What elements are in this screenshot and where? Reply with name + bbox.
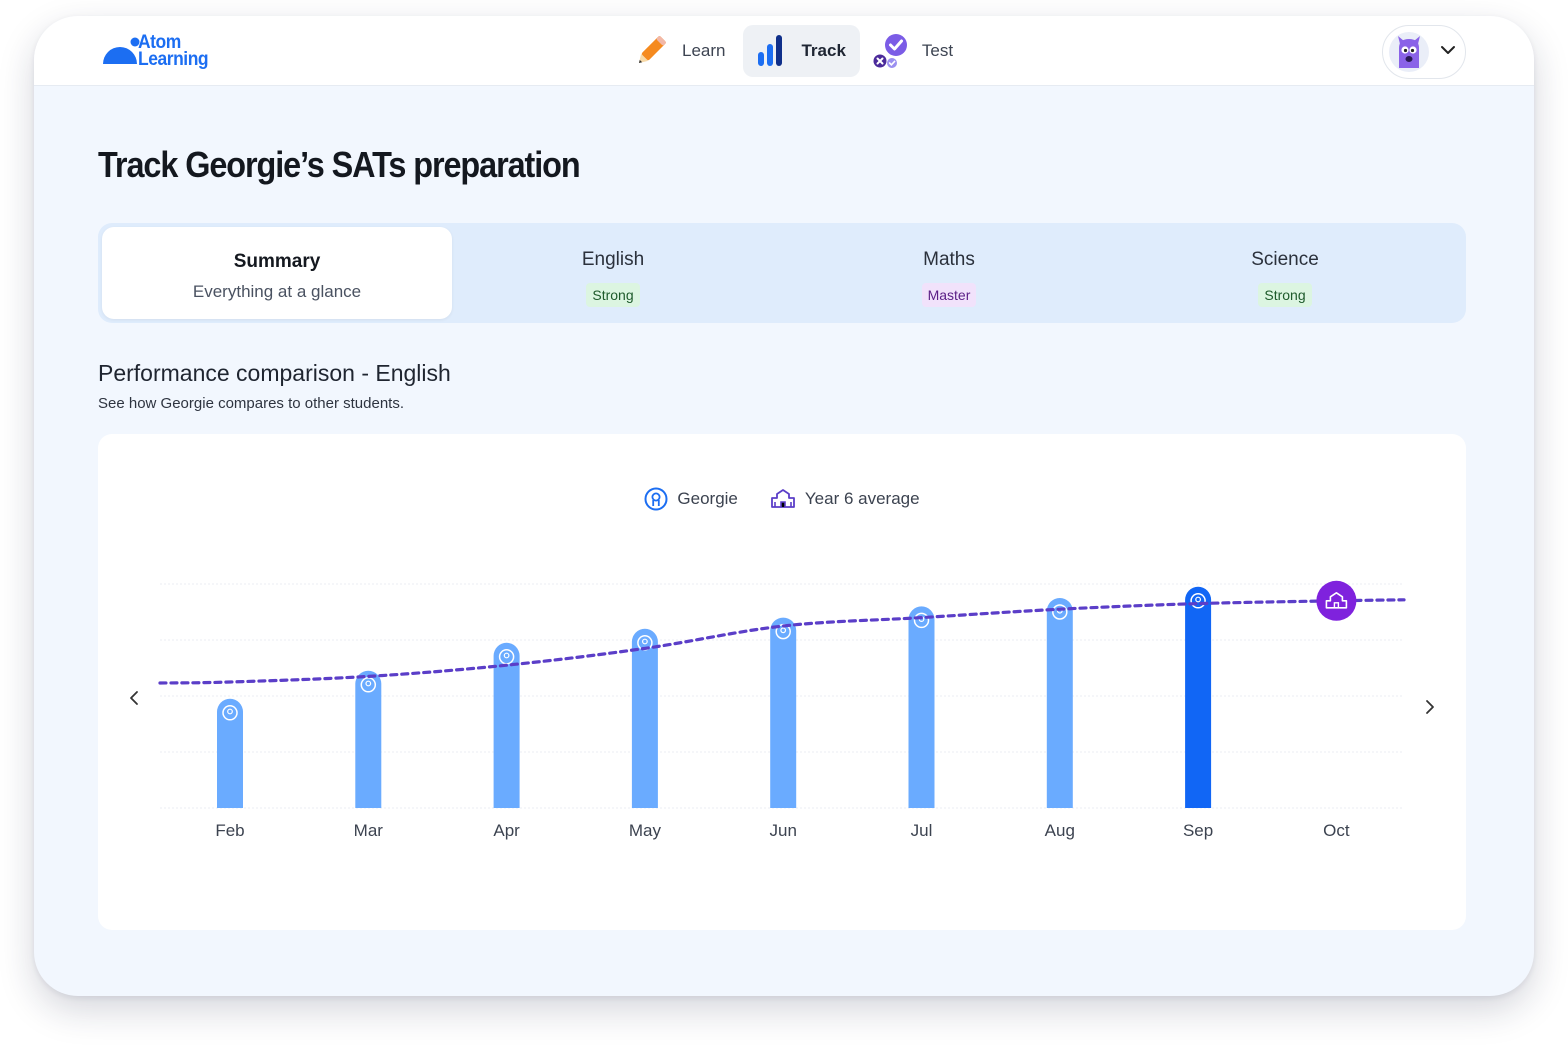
nav-track[interactable]: Track (743, 25, 860, 77)
section-subtitle: See how Georgie compares to other studen… (98, 395, 405, 412)
student-marker-icon (1190, 593, 1206, 609)
chevron-down-icon (1439, 41, 1457, 64)
student-marker-icon (913, 612, 930, 629)
student-marker-head (780, 627, 787, 634)
tab-summary-subtitle: Everything at a glance (192, 282, 362, 301)
school-marker-icon (1325, 592, 1348, 609)
average-line (158, 598, 1406, 685)
student-marker-head (365, 680, 372, 687)
tab-english[interactable]: English Strong (438, 227, 788, 319)
legend-georgie: Georgie (644, 487, 738, 511)
brand-line-1: Atom (138, 32, 181, 53)
tab-maths[interactable]: Maths Master (774, 227, 1124, 319)
chart-next-button[interactable] (1418, 695, 1442, 719)
student-marker-head (503, 652, 510, 659)
school-marker-door (1333, 602, 1340, 608)
top-bar: Atom Learning Learn (34, 16, 1534, 86)
chart-bar (631, 628, 658, 808)
legend-georgie-label: Georgie (677, 489, 738, 508)
page-title: Track Georgie’s SATs preparation (98, 144, 581, 185)
monster-avatar-icon (1389, 32, 1429, 72)
x-tick-label: Oct (1323, 821, 1350, 840)
chart-card: Georgie Year 6 average Feb Mar Apr May Jun Ju… (98, 434, 1466, 930)
student-marker-head (642, 638, 648, 645)
tab-english-title: English (581, 249, 645, 270)
chart-bar (770, 617, 797, 808)
student-marker-head (1195, 596, 1201, 603)
school-icon (770, 489, 795, 508)
atom-logo-icon (103, 37, 140, 64)
test-check-icon (872, 32, 910, 70)
nav-learn-label: Learn (682, 41, 726, 60)
x-tick-label: Feb (215, 821, 244, 840)
chevron-right-icon (1426, 700, 1434, 714)
chart-bar (217, 698, 243, 808)
main-nav: Learn Track (624, 25, 971, 77)
student-icon (644, 487, 668, 511)
chevron-left-icon (130, 691, 138, 705)
x-tick-label: Apr (493, 821, 520, 840)
chart-prev-button[interactable] (122, 686, 146, 710)
x-tick-label: Jun (769, 821, 796, 840)
chart-bar (1185, 586, 1212, 808)
x-tick-label: Jul (911, 821, 933, 840)
tab-summary-title: Summary (233, 251, 321, 272)
brand-wordmark: Atom Learning (138, 32, 209, 70)
section-title: Performance comparison - English (98, 360, 451, 386)
tab-summary[interactable]: Summary Everything at a glance (102, 227, 452, 319)
chart-bar (1046, 598, 1073, 808)
nav-track-label: Track (801, 41, 846, 60)
nav-test[interactable]: Test (864, 25, 967, 77)
chart-bar (908, 606, 935, 808)
nav-test-label: Test (921, 41, 954, 60)
x-tick-label: Sep (1183, 821, 1213, 840)
student-marker-icon (222, 705, 238, 721)
subject-tabs: Summary Everything at a glance English S… (98, 223, 1466, 323)
x-tick-label: Aug (1045, 821, 1075, 840)
profile-menu[interactable] (1382, 25, 1466, 79)
chart-bar (493, 642, 520, 808)
chart-legend: Georgie Year 6 average (98, 484, 1466, 514)
student-marker-head (227, 708, 233, 715)
nav-learn[interactable]: Learn (624, 25, 739, 77)
x-tick-label: Mar (354, 821, 384, 840)
tab-maths-title: Maths (923, 249, 975, 270)
brand-line-2: Learning (138, 49, 209, 70)
pencil-icon (632, 32, 670, 70)
tab-science[interactable]: Science Strong (1110, 227, 1460, 319)
brand-logo[interactable]: Atom Learning (102, 32, 222, 72)
chart-bar (355, 670, 382, 808)
x-tick-label: May (629, 821, 662, 840)
legend-year6: Year 6 average (770, 487, 920, 511)
legend-year6-label: Year 6 average (804, 489, 920, 508)
app-window: Atom Learning Learn (34, 16, 1534, 996)
status-badge: Master (921, 283, 977, 307)
average-marker (1316, 580, 1357, 621)
status-badge: Strong (1258, 283, 1312, 307)
performance-chart: Feb Mar Apr May Jun Jul Aug Sep Oct (158, 580, 1406, 840)
status-badge: Strong (586, 283, 640, 307)
tab-science-title: Science (1251, 249, 1319, 270)
bar-chart-icon (751, 32, 789, 70)
student-marker-icon (1052, 604, 1068, 620)
